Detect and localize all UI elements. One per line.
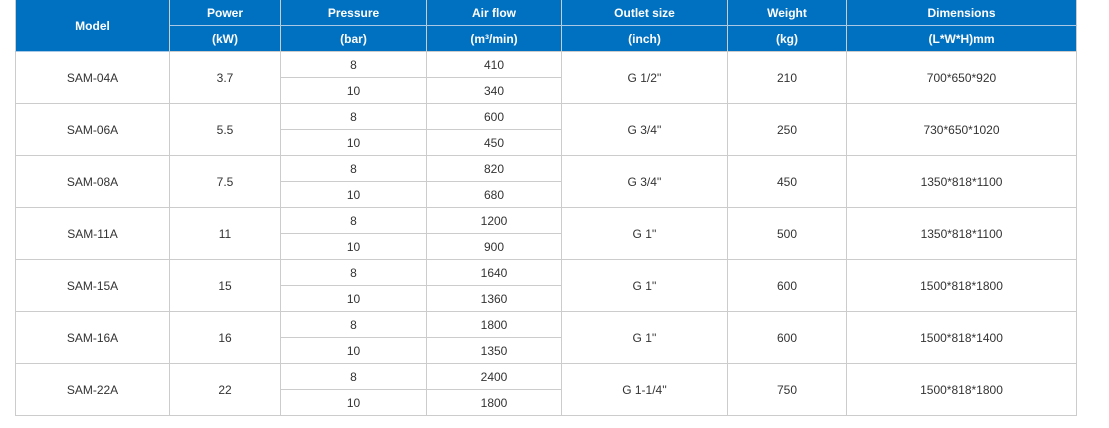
airflow-cell: 680 (426, 181, 562, 208)
pressure-cell: 8 (280, 103, 427, 130)
header-power: Power (169, 0, 281, 26)
outlet-cell: G 1'' (561, 207, 728, 260)
table-row: SAM-15A 15 8 1640 G 1'' 600 1500*818*1800 (15, 259, 1077, 312)
table-subrow: 10 340 (16, 77, 1077, 104)
weight-cell: 600 (727, 311, 847, 364)
model-cell: SAM-08A (15, 155, 170, 208)
power-cell: 3.7 (169, 51, 281, 104)
pressure-cell: 8 (280, 51, 427, 78)
pressure-cell: 10 (280, 389, 427, 416)
header-weight: Weight (727, 0, 847, 26)
airflow-cell: 1350 (426, 337, 562, 364)
weight-cell: 250 (727, 103, 847, 156)
pressure-cell: 8 (280, 155, 427, 182)
spec-table: Model Power Pressure Air flow Outlet siz… (15, 0, 1077, 416)
airflow-cell: 820 (426, 155, 562, 182)
airflow-cell: 1640 (426, 259, 562, 286)
weight-cell: 210 (727, 51, 847, 104)
dimensions-cell: 1500*818*1800 (846, 363, 1077, 416)
pressure-cell: 10 (280, 337, 427, 364)
dimensions-cell: 700*650*920 (846, 51, 1077, 104)
dimensions-cell: 1500*818*1800 (846, 259, 1077, 312)
power-cell: 15 (169, 259, 281, 312)
pressure-cell: 8 (280, 363, 427, 390)
table-subrow: 10 1350 (16, 337, 1077, 364)
table-subrow: 10 900 (16, 233, 1077, 260)
table-row: SAM-11A 11 8 1200 G 1'' 500 1350*818*1100 (15, 207, 1077, 260)
pressure-cell: 8 (280, 259, 427, 286)
unit-power: (kW) (169, 25, 281, 52)
airflow-cell: 1360 (426, 285, 562, 312)
outlet-cell: G 1'' (561, 311, 728, 364)
airflow-cell: 1800 (426, 311, 562, 338)
power-cell: 11 (169, 207, 281, 260)
unit-pressure: (bar) (280, 25, 427, 52)
model-cell: SAM-16A (15, 311, 170, 364)
unit-dimensions: (L*W*H)mm (846, 25, 1077, 52)
model-cell: SAM-06A (15, 103, 170, 156)
airflow-cell: 900 (426, 233, 562, 260)
outlet-cell: G 3/4'' (561, 103, 728, 156)
power-cell: 7.5 (169, 155, 281, 208)
power-cell: 22 (169, 363, 281, 416)
dimensions-cell: 730*650*1020 (846, 103, 1077, 156)
table-row: SAM-22A 22 8 2400 G 1-1/4'' 750 1500*818*1800 (15, 363, 1077, 416)
airflow-cell: 450 (426, 129, 562, 156)
table-row: SAM-04A 3.7 8 410 G 1/2'' 210 700*650*920 (15, 51, 1077, 104)
pressure-cell: 10 (280, 233, 427, 260)
header-model: Model (15, 0, 170, 52)
power-cell: 16 (169, 311, 281, 364)
table-header: Model Power Pressure Air flow Outlet siz… (15, 0, 1077, 52)
airflow-cell: 410 (426, 51, 562, 78)
weight-cell: 500 (727, 207, 847, 260)
pressure-cell: 8 (280, 207, 427, 234)
airflow-cell: 1200 (426, 207, 562, 234)
dimensions-cell: 1350*818*1100 (846, 155, 1077, 208)
pressure-cell: 10 (280, 77, 427, 104)
dimensions-cell: 1500*818*1400 (846, 311, 1077, 364)
unit-outlet: (inch) (561, 25, 728, 52)
table-body: SAM-04A 3.7 8 410 G 1/2'' 210 700*650*920 10 340… (15, 51, 1077, 416)
dimensions-cell: 1350*818*1100 (846, 207, 1077, 260)
pressure-cell: 8 (280, 311, 427, 338)
outlet-cell: G 1'' (561, 259, 728, 312)
weight-cell: 600 (727, 259, 847, 312)
airflow-cell: 1800 (426, 389, 562, 416)
weight-cell: 750 (727, 363, 847, 416)
header-outlet: Outlet size (561, 0, 728, 26)
table-subrow: 10 1360 (16, 285, 1077, 312)
airflow-cell: 340 (426, 77, 562, 104)
airflow-cell: 2400 (426, 363, 562, 390)
header-pressure: Pressure (280, 0, 427, 26)
airflow-cell: 600 (426, 103, 562, 130)
header-dimensions: Dimensions (846, 0, 1077, 26)
outlet-cell: G 1/2'' (561, 51, 728, 104)
power-cell: 5.5 (169, 103, 281, 156)
table-subrow: 10 680 (16, 181, 1077, 208)
pressure-cell: 10 (280, 285, 427, 312)
pressure-cell: 10 (280, 181, 427, 208)
header-airflow: Air flow (426, 0, 562, 26)
unit-weight: (kg) (727, 25, 847, 52)
table-row: SAM-16A 16 8 1800 G 1'' 600 1500*818*1400 (15, 311, 1077, 364)
outlet-cell: G 3/4'' (561, 155, 728, 208)
model-cell: SAM-22A (15, 363, 170, 416)
table-subrow: 10 1800 (16, 389, 1077, 416)
unit-airflow: (m³/min) (426, 25, 562, 52)
model-cell: SAM-04A (15, 51, 170, 104)
pressure-cell: 10 (280, 129, 427, 156)
weight-cell: 450 (727, 155, 847, 208)
outlet-cell: G 1-1/4'' (561, 363, 728, 416)
model-cell: SAM-15A (15, 259, 170, 312)
table-row: SAM-08A 7.5 8 820 G 3/4'' 450 1350*818*1100 (15, 155, 1077, 208)
table-row: SAM-06A 5.5 8 600 G 3/4'' 250 730*650*1020 (15, 103, 1077, 156)
model-cell: SAM-11A (15, 207, 170, 260)
